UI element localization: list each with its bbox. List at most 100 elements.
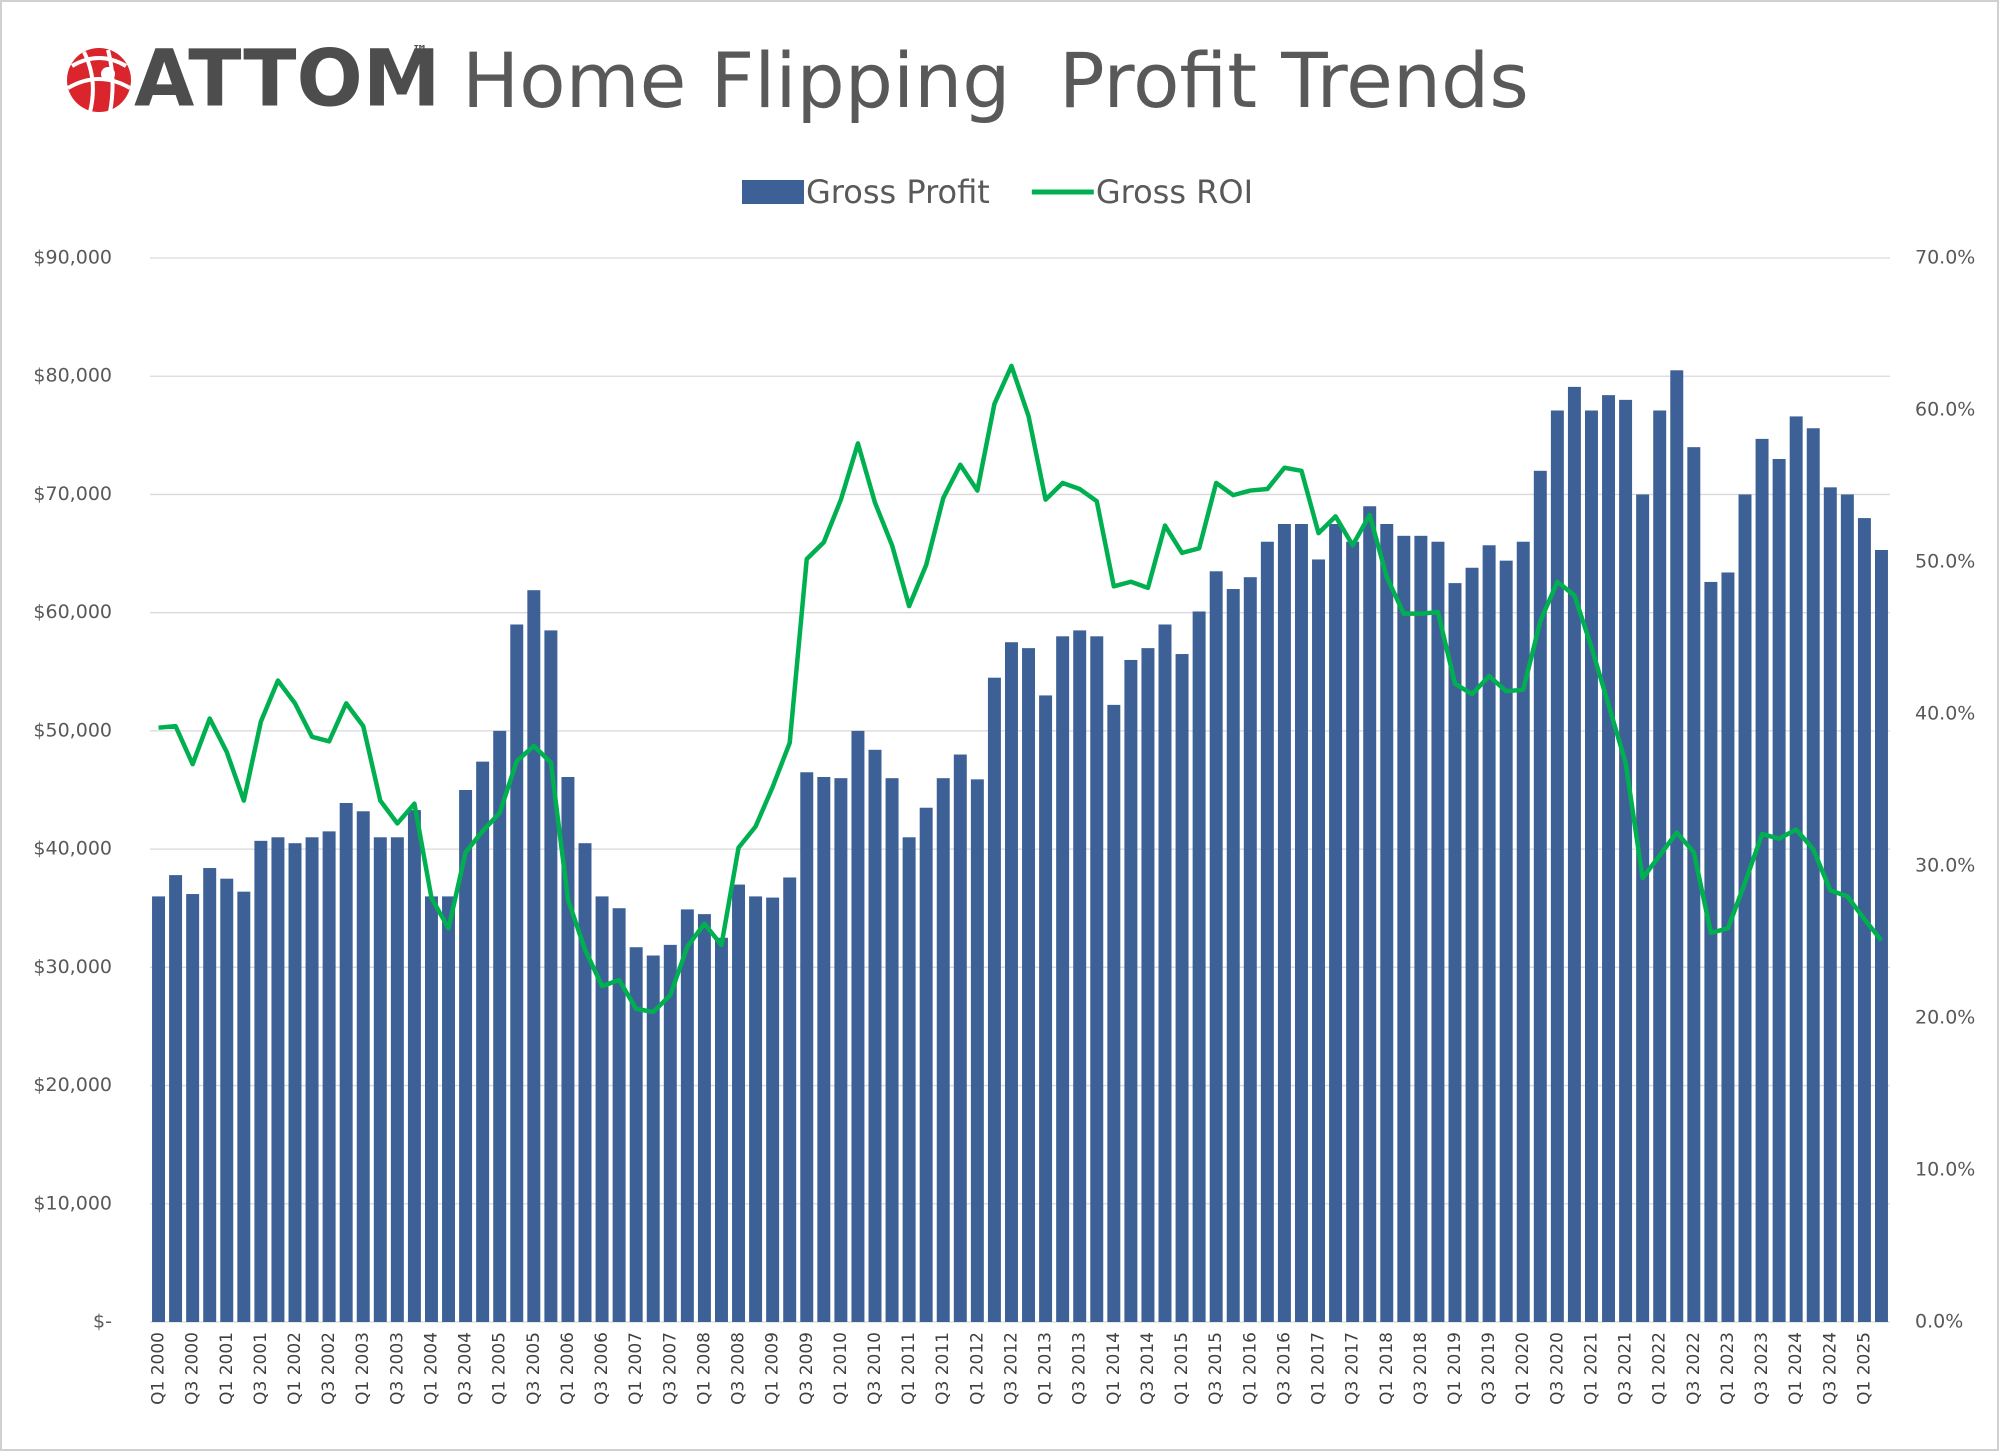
x-tick-label: Q1 2008 (694, 1332, 714, 1405)
x-tick-label: Q1 2017 (1309, 1332, 1329, 1405)
x-tick-label: Q1 2000 (149, 1332, 169, 1405)
bar (800, 772, 814, 1322)
y-tick-label: $30,000 (33, 956, 112, 978)
chart-title: Home Flipping Profit Trends (462, 36, 1529, 125)
y-tick-label: $90,000 (33, 247, 112, 269)
y2-tick-label: 0.0% (1915, 1311, 1963, 1333)
bar (1431, 541, 1445, 1322)
bar (936, 778, 950, 1322)
bar (1243, 577, 1257, 1322)
x-tick-label: Q1 2020 (1513, 1332, 1533, 1405)
bar (970, 779, 984, 1322)
y-tick-label: $50,000 (33, 719, 112, 741)
logo-mark: ™ (412, 42, 428, 61)
bar (1653, 410, 1667, 1322)
bar (1073, 630, 1087, 1322)
bar (203, 868, 217, 1322)
bar (186, 894, 200, 1322)
logo-text: ATTOM (134, 34, 440, 124)
bar (459, 790, 473, 1322)
bar (1346, 541, 1360, 1322)
y-tick-label: $10,000 (33, 1192, 112, 1214)
bar (1772, 458, 1786, 1322)
bar (851, 730, 865, 1322)
bar (424, 896, 438, 1322)
x-tick-label: Q3 2011 (933, 1332, 953, 1405)
x-tick-label: Q3 2024 (1820, 1332, 1840, 1405)
bar (237, 891, 251, 1322)
x-tick-label: Q1 2011 (899, 1332, 919, 1405)
bar (1619, 399, 1633, 1322)
x-tick-label: Q3 2015 (1206, 1332, 1226, 1405)
x-tick-label: Q3 2020 (1547, 1332, 1567, 1405)
bar (1175, 654, 1189, 1322)
x-tick-label: Q1 2019 (1445, 1332, 1465, 1405)
x-tick-label: Q1 2006 (558, 1332, 578, 1405)
bar (1414, 535, 1428, 1322)
x-tick-label: Q1 2005 (490, 1332, 510, 1405)
x-tick-label: Q1 2004 (421, 1332, 441, 1405)
x-tick-label: Q1 2016 (1240, 1332, 1260, 1405)
bar (152, 896, 166, 1322)
y-tick-label: $80,000 (33, 365, 112, 387)
line (158, 363, 1884, 1015)
x-tick-label: Q3 2008 (729, 1332, 749, 1405)
x-tick-label: Q3 2009 (797, 1332, 817, 1405)
bar (390, 837, 404, 1322)
x-tick-label: Q1 2001 (217, 1332, 237, 1405)
bar (817, 776, 831, 1322)
x-tick-label: Q1 2025 (1854, 1332, 1874, 1405)
x-tick-label: Q1 2021 (1581, 1332, 1601, 1405)
x-tick-label: Q1 2009 (763, 1332, 783, 1405)
bar (305, 837, 319, 1322)
x-tick-label: Q1 2007 (626, 1332, 646, 1405)
bar (1874, 550, 1888, 1322)
bar (1602, 395, 1616, 1322)
bar (1107, 704, 1121, 1322)
bar (1329, 524, 1343, 1322)
bar (1141, 648, 1155, 1322)
bar (1209, 571, 1223, 1322)
bar (1056, 636, 1070, 1322)
x-tick-label: Q1 2013 (1036, 1332, 1056, 1405)
bar (1312, 559, 1326, 1322)
y2-tick-label: 10.0% (1915, 1159, 1975, 1181)
x-tick-label: Q3 2018 (1411, 1332, 1431, 1405)
x-tick-label: Q3 2010 (865, 1332, 885, 1405)
x-tick-label: Q3 2002 (319, 1332, 339, 1405)
bar (407, 810, 421, 1322)
bar (1840, 494, 1854, 1322)
bar (663, 944, 677, 1322)
bar (1260, 541, 1274, 1322)
x-tick-label: Q1 2015 (1172, 1332, 1192, 1405)
bar (1124, 659, 1138, 1322)
x-tick-label: Q3 2007 (660, 1332, 680, 1405)
x-tick-label: Q1 2014 (1104, 1332, 1124, 1405)
legend: Gross Profit Gross ROI (742, 173, 1253, 211)
bar (697, 914, 711, 1322)
bar (987, 677, 1001, 1322)
x-tick-label: Q3 2013 (1070, 1332, 1090, 1405)
bar (1738, 494, 1752, 1322)
logo-icon (66, 48, 132, 113)
y2-tick-label: 60.0% (1915, 399, 1975, 421)
x-tick-label: Q3 2012 (1001, 1332, 1021, 1405)
x-tick-label: Q1 2023 (1718, 1332, 1738, 1405)
bar (254, 840, 268, 1322)
bar (1022, 648, 1036, 1322)
bar (646, 955, 660, 1322)
y2-tick-label: 70.0% (1915, 247, 1975, 269)
bar (271, 837, 285, 1322)
bar (1687, 447, 1701, 1323)
y-tick-label: $60,000 (33, 601, 112, 623)
bar (1294, 524, 1308, 1322)
bar (1482, 545, 1496, 1322)
x-tick-label: Q3 2021 (1616, 1332, 1636, 1405)
bar (1516, 541, 1530, 1322)
bar (1380, 524, 1394, 1322)
bar (373, 837, 387, 1322)
bar (902, 837, 916, 1322)
bar (885, 778, 899, 1322)
bar (1363, 506, 1377, 1322)
bar (1704, 581, 1718, 1322)
